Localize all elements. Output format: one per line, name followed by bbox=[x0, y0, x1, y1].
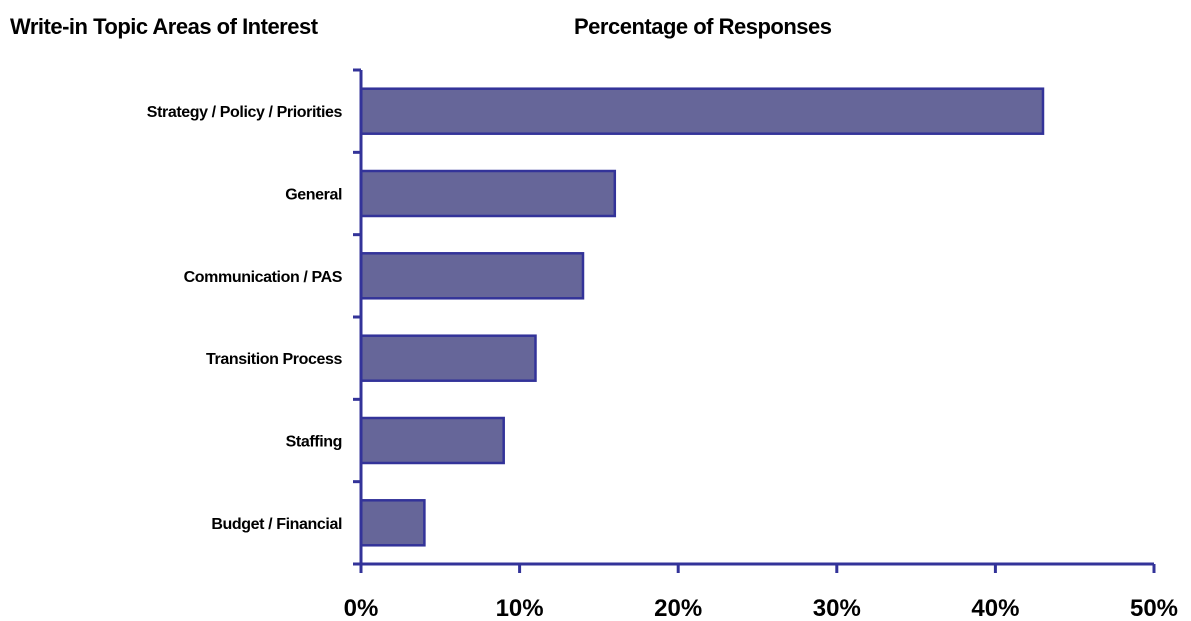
bar bbox=[359, 169, 617, 218]
axes bbox=[353, 68, 1156, 573]
bars bbox=[359, 87, 1045, 547]
bar bbox=[359, 334, 537, 382]
category-label: Communication / PAS bbox=[184, 269, 343, 286]
category-label: Budget / Financial bbox=[211, 516, 342, 533]
x-tick-label: 40% bbox=[971, 595, 1019, 621]
chart-title: Percentage of Responses bbox=[574, 14, 832, 39]
category-label: General bbox=[285, 187, 342, 204]
x-tick-label: 50% bbox=[1130, 595, 1178, 621]
left-column-title: Write-in Topic Areas of Interest bbox=[10, 14, 318, 39]
category-label: Transition Process bbox=[206, 351, 342, 368]
x-tick-label: 0% bbox=[344, 595, 379, 621]
x-tick-label: 20% bbox=[654, 595, 702, 621]
x-tick-label: 10% bbox=[496, 595, 544, 621]
category-label: Strategy / Policy / Priorities bbox=[147, 104, 343, 121]
category-labels: Strategy / Policy / Priorities General Com… bbox=[147, 104, 343, 533]
tick-labels: 0% 10% 20% 30% 40% 50% bbox=[344, 595, 1178, 621]
bar bbox=[359, 252, 585, 300]
bar bbox=[359, 87, 1045, 135]
bar bbox=[359, 499, 426, 547]
bar bbox=[359, 416, 505, 465]
x-tick-label: 30% bbox=[813, 595, 861, 621]
category-label: Staffing bbox=[286, 434, 342, 451]
